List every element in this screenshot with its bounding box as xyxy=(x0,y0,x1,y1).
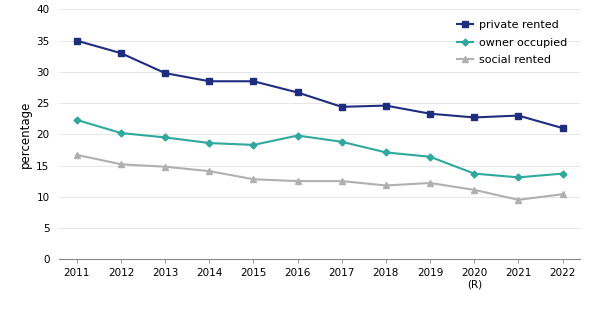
owner occupied xyxy=(162,136,169,139)
private rented xyxy=(117,51,124,55)
social rented xyxy=(426,181,433,185)
private rented xyxy=(162,71,169,75)
owner occupied xyxy=(471,172,478,175)
private rented xyxy=(206,79,213,83)
social rented xyxy=(206,169,213,173)
owner occupied xyxy=(559,172,566,175)
private rented xyxy=(382,104,390,107)
private rented xyxy=(338,105,345,109)
Line: owner occupied: owner occupied xyxy=(75,118,565,180)
owner occupied xyxy=(73,118,81,122)
social rented xyxy=(294,179,301,183)
private rented xyxy=(515,114,522,118)
social rented xyxy=(250,177,257,181)
private rented xyxy=(73,39,81,43)
owner occupied xyxy=(426,155,433,159)
social rented xyxy=(117,162,124,166)
Line: social rented: social rented xyxy=(74,152,565,203)
private rented xyxy=(250,79,257,83)
owner occupied xyxy=(294,134,301,137)
private rented xyxy=(559,126,566,130)
owner occupied xyxy=(382,150,390,154)
Line: private rented: private rented xyxy=(74,38,565,131)
social rented xyxy=(73,153,81,157)
Y-axis label: percentage: percentage xyxy=(19,100,32,168)
owner occupied xyxy=(515,175,522,179)
social rented xyxy=(559,192,566,196)
social rented xyxy=(471,188,478,192)
owner occupied xyxy=(206,141,213,145)
social rented xyxy=(162,165,169,169)
Legend: private rented, owner occupied, social rented: private rented, owner occupied, social r… xyxy=(455,17,570,68)
social rented xyxy=(338,179,345,183)
owner occupied xyxy=(338,140,345,144)
private rented xyxy=(426,112,433,116)
social rented xyxy=(515,198,522,202)
social rented xyxy=(382,184,390,187)
owner occupied xyxy=(250,143,257,147)
owner occupied xyxy=(117,131,124,135)
private rented xyxy=(294,91,301,94)
private rented xyxy=(471,116,478,119)
